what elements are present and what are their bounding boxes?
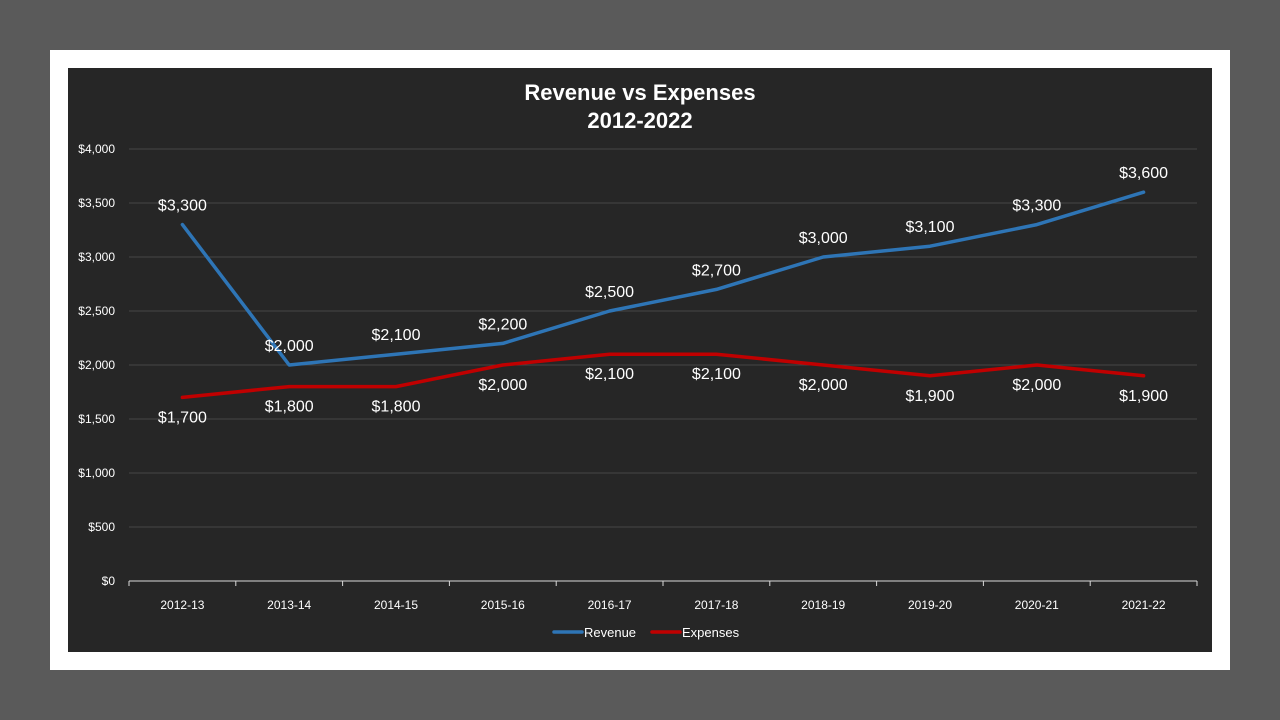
x-tick-label: 2020-21	[1015, 598, 1059, 612]
x-tick-label: 2019-20	[908, 598, 952, 612]
series-line-revenue	[180, 190, 1146, 367]
data-label-revenue: $2,100	[372, 327, 421, 344]
x-tick-label: 2021-22	[1122, 598, 1166, 612]
data-label-revenue: $3,000	[799, 230, 848, 247]
x-tick-label: 2018-19	[801, 598, 845, 612]
x-tick-label: 2016-17	[588, 598, 632, 612]
data-label-revenue: $2,500	[585, 284, 634, 301]
x-tick-label: 2012-13	[160, 598, 204, 612]
y-tick-label: $2,000	[78, 358, 115, 372]
data-label-revenue: $3,100	[906, 219, 955, 236]
data-label-expenses: $1,900	[1119, 388, 1168, 405]
data-label-expenses: $2,100	[692, 366, 741, 383]
series-line-expenses	[180, 352, 1146, 400]
y-tick-label: $1,500	[78, 412, 115, 426]
y-tick-label: $3,500	[78, 196, 115, 210]
x-tick-label: 2017-18	[694, 598, 738, 612]
data-label-expenses: $2,000	[478, 377, 527, 394]
y-tick-label: $500	[88, 520, 115, 534]
data-label-revenue: $2,000	[265, 338, 314, 355]
x-tick-label: 2013-14	[267, 598, 311, 612]
data-label-expenses: $1,800	[265, 399, 314, 416]
line-chart: Revenue vs Expenses 2012-2022 $0 $500 $1,0…	[78, 80, 1198, 640]
data-label-expenses: $2,100	[585, 366, 634, 383]
data-label-expenses: $1,700	[158, 409, 207, 426]
data-label-revenue: $2,200	[478, 316, 527, 333]
chart-area: Revenue vs Expenses 2012-2022 $0 $500 $1,0…	[68, 68, 1212, 652]
data-label-expenses: $1,900	[906, 388, 955, 405]
data-label-revenue: $3,300	[158, 198, 207, 215]
data-label-expenses: $2,000	[1012, 377, 1061, 394]
chart-subtitle: 2012-2022	[587, 108, 692, 133]
legend-label-expenses: Expenses	[682, 625, 740, 640]
y-tick-label: $0	[102, 574, 116, 588]
data-label-expenses: $1,800	[372, 399, 421, 416]
data-label-revenue: $3,300	[1012, 198, 1061, 215]
y-tick-label: $3,000	[78, 250, 115, 264]
y-tick-label: $2,500	[78, 304, 115, 318]
data-label-revenue: $2,700	[692, 262, 741, 279]
y-tick-label: $1,000	[78, 466, 115, 480]
legend-label-revenue: Revenue	[584, 625, 636, 640]
data-label-expenses: $2,000	[799, 377, 848, 394]
x-tick-label: 2014-15	[374, 598, 418, 612]
x-tick-label: 2015-16	[481, 598, 525, 612]
y-tick-label: $4,000	[78, 142, 115, 156]
chart-title: Revenue vs Expenses	[524, 80, 755, 105]
data-label-revenue: $3,600	[1119, 165, 1168, 182]
